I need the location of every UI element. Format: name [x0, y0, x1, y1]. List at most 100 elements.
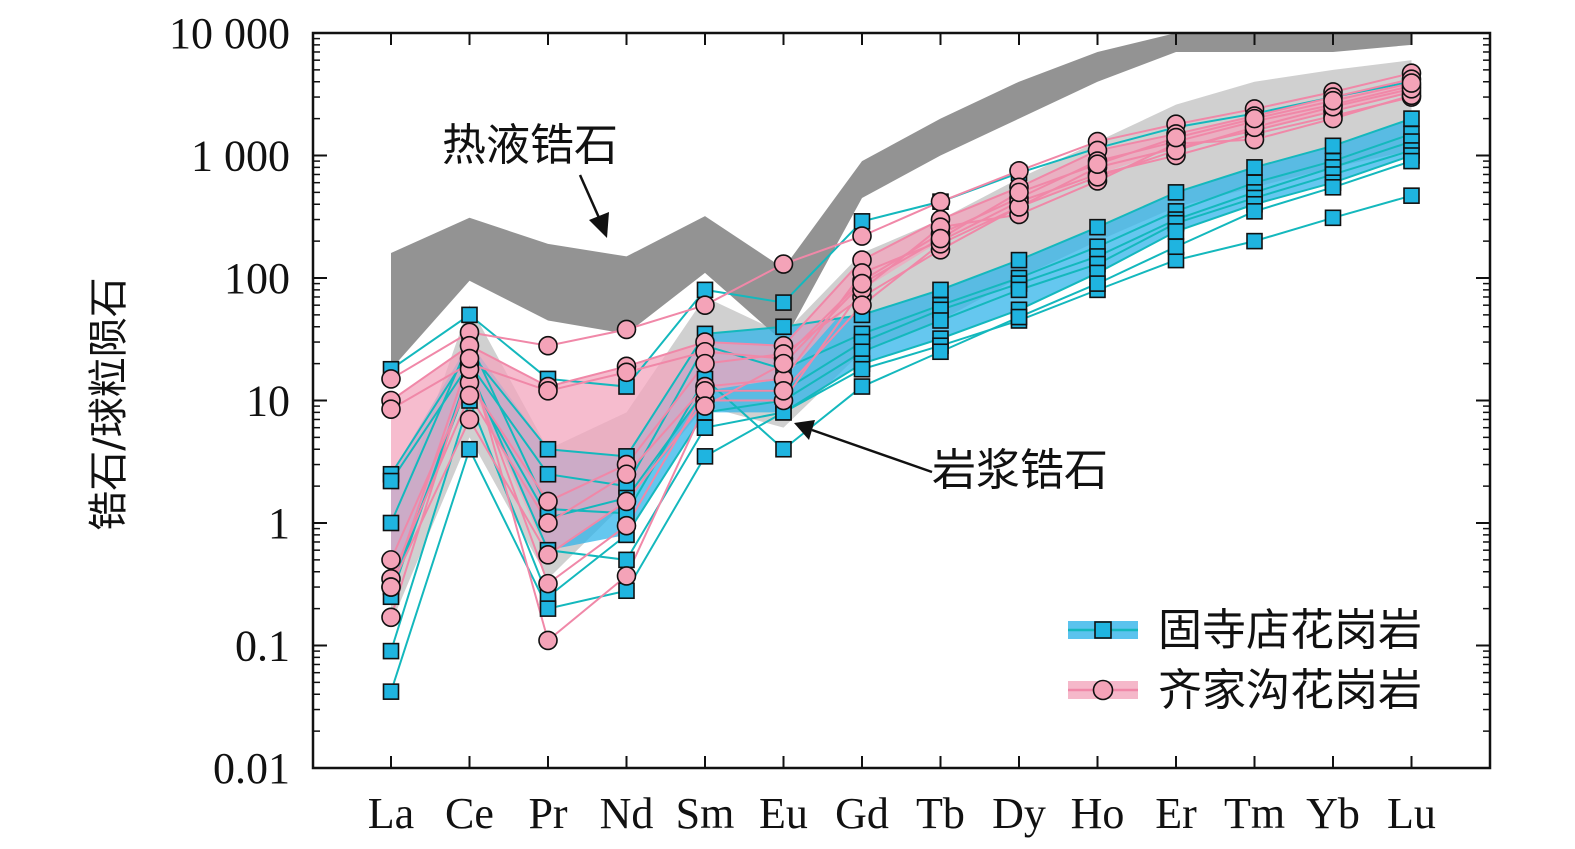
series-2-sample-1-line — [390, 72, 1412, 380]
series-2-point — [1323, 90, 1343, 111]
legend-label: 固寺店花岗岩 — [1158, 605, 1422, 656]
series-2-point — [616, 566, 637, 586]
series-1-point — [382, 642, 400, 660]
series-2-sample-2-line — [390, 78, 1412, 402]
y-tick-label: 0.1 — [235, 622, 290, 671]
series-1-point — [1167, 184, 1185, 201]
series-2-point — [381, 577, 401, 597]
series-2-point — [381, 399, 401, 419]
series-1-point — [775, 440, 792, 458]
series-2-point — [538, 573, 558, 594]
series-2-point — [459, 348, 480, 369]
series-2-point — [852, 273, 872, 294]
x-tick-label: Yb — [1306, 789, 1360, 838]
series-2-point — [1009, 161, 1029, 181]
magmatic-arrow — [794, 420, 933, 474]
series-1-point — [853, 360, 871, 378]
x-tick-label: La — [368, 789, 414, 838]
series-2-point — [538, 545, 558, 565]
series-2-point — [381, 369, 401, 389]
series-1-point — [539, 600, 557, 617]
series-1-point — [1324, 179, 1342, 196]
y-tick-label: 10 — [246, 377, 290, 426]
series-1-point — [1324, 209, 1342, 227]
series-2-point — [459, 385, 480, 406]
series-1-point — [539, 440, 557, 458]
series-1-point — [1089, 218, 1106, 236]
series-2-point — [773, 381, 794, 401]
series-2-point — [616, 362, 637, 383]
series-1-point — [1403, 152, 1420, 170]
series-markers-layer — [381, 63, 1422, 700]
series-1-point — [775, 318, 792, 336]
x-tick-label: Tb — [916, 789, 965, 838]
series-1-point — [382, 683, 400, 700]
series-2-point — [538, 381, 558, 401]
series-2-point — [1087, 154, 1108, 174]
series-1-point — [382, 514, 400, 532]
series-2-point — [930, 228, 951, 249]
series-1-sample-5-line — [390, 149, 1412, 652]
legend-label: 齐家沟花岗岩 — [1158, 665, 1422, 716]
hydrothermal-zircon-label: 热液锆石 — [442, 120, 618, 171]
y-tick-label: 10 000 — [169, 9, 290, 58]
series-1-sample-7-line — [390, 194, 1412, 598]
series-2-point — [695, 295, 715, 315]
series-2-point — [538, 513, 558, 533]
x-tick-label: Nd — [600, 789, 654, 838]
series-2-point — [773, 353, 794, 374]
series-2-point — [852, 295, 872, 315]
series-1-point — [618, 551, 635, 569]
series-1-point — [461, 306, 478, 324]
x-tick-label: Gd — [835, 789, 889, 838]
series-1-point — [1167, 223, 1185, 240]
series-1-point — [382, 472, 400, 490]
y-tick-label: 0.01 — [213, 744, 290, 793]
series-1-point — [1403, 187, 1420, 204]
y-axis-label: 锆石/球粒陨石 — [86, 277, 132, 530]
x-tick-label: Lu — [1387, 789, 1436, 838]
series-1-point — [696, 448, 714, 465]
x-tick-label: Ce — [445, 789, 494, 838]
series-1-point — [853, 378, 871, 395]
series-1-point — [932, 343, 949, 361]
series-1-point — [1246, 203, 1263, 220]
series-2-point — [1401, 73, 1422, 93]
series-1-sample-3-line — [390, 132, 1412, 488]
x-tick-label: Sm — [676, 789, 735, 838]
series-lines-layer — [390, 72, 1412, 692]
series-1-point — [1246, 232, 1263, 250]
y-ticks-layer: 0.01 0.1 1 10 100 1 000 10 000 — [169, 9, 1490, 793]
series-2-point — [538, 491, 558, 512]
series-2-point — [538, 630, 558, 651]
series-1-point — [1324, 137, 1342, 155]
series-2-point — [616, 319, 637, 340]
series-1-sample-6-line — [390, 154, 1412, 692]
series-2-point — [930, 191, 951, 212]
series-2-sample-7-line — [390, 87, 1412, 618]
series-1-point — [539, 465, 557, 483]
series-2-point — [616, 515, 637, 536]
legend-square-marker — [1094, 621, 1112, 639]
series-1-point — [1246, 159, 1263, 176]
series-2-point — [459, 409, 480, 430]
series-2-point — [695, 396, 715, 416]
series-2-point — [381, 550, 401, 570]
x-tick-label: Dy — [992, 789, 1046, 838]
series-2-sample-6-line — [390, 94, 1412, 588]
series-2-point — [1009, 182, 1029, 203]
series-1-point — [1167, 238, 1185, 256]
legend-circle-marker — [1092, 679, 1114, 701]
y-tick-label: 1 — [268, 499, 290, 548]
magmatic-zircon-label: 岩浆锆石 — [932, 445, 1108, 496]
series-1-point — [696, 419, 714, 436]
x-ticks-layer: La Ce Pr Nd Sm Eu Gd Tb Dy Ho Er Tm Yb Lu — [368, 33, 1436, 838]
y-tick-label: 100 — [224, 254, 290, 303]
series-2-sample-5-line — [390, 96, 1412, 580]
series-1-point — [1010, 281, 1028, 299]
series-band-2 — [391, 79, 1412, 588]
series-1-point — [775, 294, 792, 311]
series-2-point — [381, 607, 401, 628]
